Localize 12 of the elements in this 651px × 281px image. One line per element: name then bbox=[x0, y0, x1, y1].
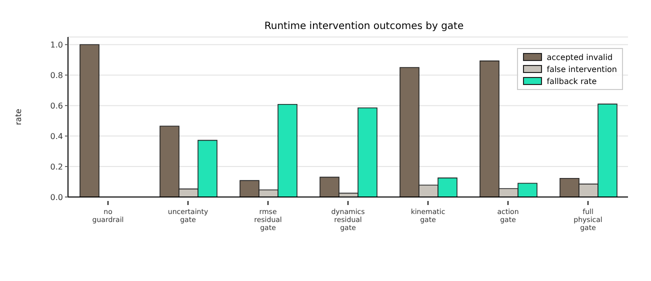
y-tick-label: 0.8 bbox=[50, 70, 63, 80]
y-tick-label: 1.0 bbox=[50, 40, 63, 50]
legend-label: fallback rate bbox=[546, 76, 597, 86]
y-tick-label: 0.4 bbox=[50, 132, 63, 141]
y-tick-label: 0.0 bbox=[50, 192, 63, 202]
y-tick-label: 0.6 bbox=[50, 101, 63, 110]
chart-title: Runtime intervention outcomes by gate bbox=[263, 21, 465, 32]
y-axis-title: rate bbox=[14, 108, 23, 126]
legend-label: false intervention bbox=[546, 64, 617, 74]
legend-label: accepted invalid bbox=[546, 52, 613, 62]
y-tick-label: 0.2 bbox=[50, 162, 63, 172]
bar bbox=[80, 44, 100, 197]
